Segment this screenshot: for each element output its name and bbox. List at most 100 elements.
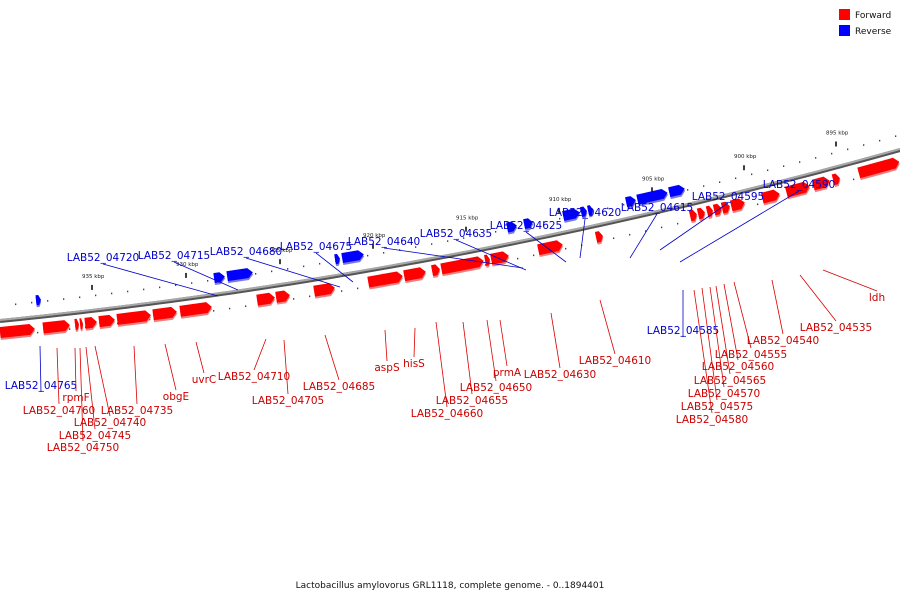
gene-label[interactable]: LAB52_04675	[280, 241, 353, 253]
major-tick	[558, 207, 560, 213]
gene-reverse-5[interactable]	[506, 221, 518, 235]
gene-label[interactable]: LAB52_04590	[763, 179, 836, 191]
scale-tick-label: 925 kbp	[270, 248, 293, 254]
gene-label[interactable]: LAB52_04610	[579, 355, 652, 367]
gene-leader-line	[245, 257, 341, 288]
gene-reverse-2[interactable]	[226, 267, 254, 284]
gene-leader-line	[550, 312, 561, 369]
gene-reverse-8[interactable]	[580, 206, 588, 219]
gene-leader-line	[94, 345, 111, 417]
gene-forward-14[interactable]	[431, 264, 441, 278]
gene-leader-line	[799, 274, 837, 322]
gene-label[interactable]: LAB52_04630	[524, 369, 597, 381]
gene-forward-8[interactable]	[179, 301, 213, 319]
gene-label[interactable]: LAB52_04565	[694, 375, 767, 387]
gene-reverse-6[interactable]	[523, 217, 534, 231]
gene-label[interactable]: LAB52_04655	[436, 395, 509, 407]
gene-forward-18[interactable]	[537, 239, 564, 258]
gene-label[interactable]: LAB52_04715	[138, 250, 211, 262]
gene-forward-19[interactable]	[594, 230, 605, 245]
gene-forward-6[interactable]	[116, 310, 152, 327]
gene-forward-4[interactable]	[84, 316, 98, 331]
minor-tick	[687, 189, 689, 191]
gene-label[interactable]: LAB52_04765	[5, 380, 78, 392]
gene-label[interactable]: LAB52_04710	[218, 371, 291, 383]
gene-label[interactable]: LAB52_04570	[688, 388, 761, 400]
gene-forward-28[interactable]	[811, 175, 832, 193]
gene-forward-29[interactable]	[831, 173, 842, 188]
gene-forward-16[interactable]	[483, 254, 491, 268]
gene-label[interactable]: LAB52_04540	[747, 335, 820, 347]
minor-tick	[815, 157, 817, 159]
gene-label[interactable]: LAB52_04595	[692, 191, 765, 203]
gene-label[interactable]: LAB52_04750	[47, 442, 120, 454]
scale-tick-label: 900 kbp	[734, 154, 757, 160]
gene-forward-24[interactable]	[720, 201, 732, 216]
gene-forward-9[interactable]	[256, 292, 276, 308]
gene-label[interactable]: LAB52_04760	[23, 405, 96, 417]
gene-forward-25[interactable]	[729, 197, 747, 214]
gene-label[interactable]: LAB52_04615	[621, 202, 694, 214]
gene-label[interactable]: LAB52_04640	[348, 236, 421, 248]
gene-forward-12[interactable]	[367, 271, 404, 290]
gene-label[interactable]: LAB52_04560	[702, 361, 775, 373]
gene-reverse-9[interactable]	[586, 205, 594, 218]
gene-forward-17[interactable]	[490, 250, 510, 267]
gene-leader-line	[771, 279, 784, 335]
gene-label[interactable]: LAB52_04705	[252, 395, 325, 407]
minor-tick	[735, 177, 737, 180]
gene-forward-11[interactable]	[313, 282, 336, 299]
gene-forward-1[interactable]	[42, 320, 71, 336]
linear-genome-map[interactable]: 935 kbp 930 kbp 925 kbp 920 kbp 915 kbp 910 k…	[0, 131, 900, 454]
gene-forward-5[interactable]	[98, 314, 116, 330]
gene-label[interactable]: LAB52_04720	[67, 252, 140, 264]
gene-label[interactable]: LAB52_04535	[800, 322, 873, 334]
gene-label[interactable]: LAB52_04680	[210, 246, 283, 258]
gene-reverse-11[interactable]	[636, 188, 669, 207]
gene-label[interactable]: LAB52_04625	[490, 220, 563, 232]
gene-label[interactable]: hisS	[403, 358, 425, 370]
gene-reverse-1[interactable]	[213, 271, 226, 285]
gene-forward-3[interactable]	[79, 318, 84, 332]
gene-forward-7[interactable]	[152, 306, 178, 323]
gene-label[interactable]: LAB52_04620	[549, 207, 622, 219]
gene-reverse-10[interactable]	[625, 195, 637, 210]
scale-tick-label: 905 kbp	[642, 176, 665, 182]
gene-label[interactable]: uvrC	[192, 374, 217, 386]
gene-reverse-4[interactable]	[341, 249, 365, 265]
gene-forward-20[interactable]	[688, 209, 699, 224]
gene-forward-13[interactable]	[403, 266, 427, 284]
minor-tick	[293, 298, 295, 300]
minor-tick	[479, 234, 481, 236]
gene-label[interactable]: LAB52_04650	[460, 382, 533, 394]
gene-forward-21[interactable]	[696, 207, 707, 222]
gene-leader-line	[455, 239, 527, 271]
gene-reverse-0[interactable]	[35, 295, 42, 308]
gene-forward-0[interactable]	[0, 323, 36, 340]
gene-reverse-12[interactable]	[668, 184, 686, 200]
gene-label[interactable]: prmA	[493, 367, 522, 379]
gene-label[interactable]: LAB52_04575	[681, 401, 754, 413]
gene-label[interactable]: LAB52_04580	[676, 414, 749, 426]
gene-label[interactable]: LAB52_04735	[101, 405, 174, 417]
gene-label[interactable]: rpmF	[62, 392, 89, 404]
gene-label[interactable]: LAB52_04745	[59, 430, 132, 442]
gene-label[interactable]: LAB52_04740	[74, 417, 147, 429]
gene-label[interactable]: obgE	[163, 391, 189, 403]
gene-label[interactable]: LAB52_04685	[303, 381, 376, 393]
gene-forward-10[interactable]	[275, 290, 291, 305]
gene-reverse-7[interactable]	[562, 208, 581, 223]
gene-label[interactable]: LAB52_04555	[715, 349, 788, 361]
gene-forward-2[interactable]	[74, 318, 80, 332]
gene-forward-30[interactable]	[857, 156, 900, 181]
minor-tick	[111, 292, 113, 295]
gene-label[interactable]: aspS	[374, 362, 400, 374]
gene-forward-26[interactable]	[760, 188, 782, 206]
gene-label[interactable]: LAB52_04635	[420, 228, 493, 240]
gene-label[interactable]: LAB52_04585	[647, 325, 720, 337]
gene-forward-15[interactable]	[440, 255, 485, 277]
gene-label[interactable]: ldh	[869, 292, 885, 304]
gene-label[interactable]: LAB52_04660	[411, 408, 484, 420]
gene-reverse-3[interactable]	[334, 253, 341, 267]
